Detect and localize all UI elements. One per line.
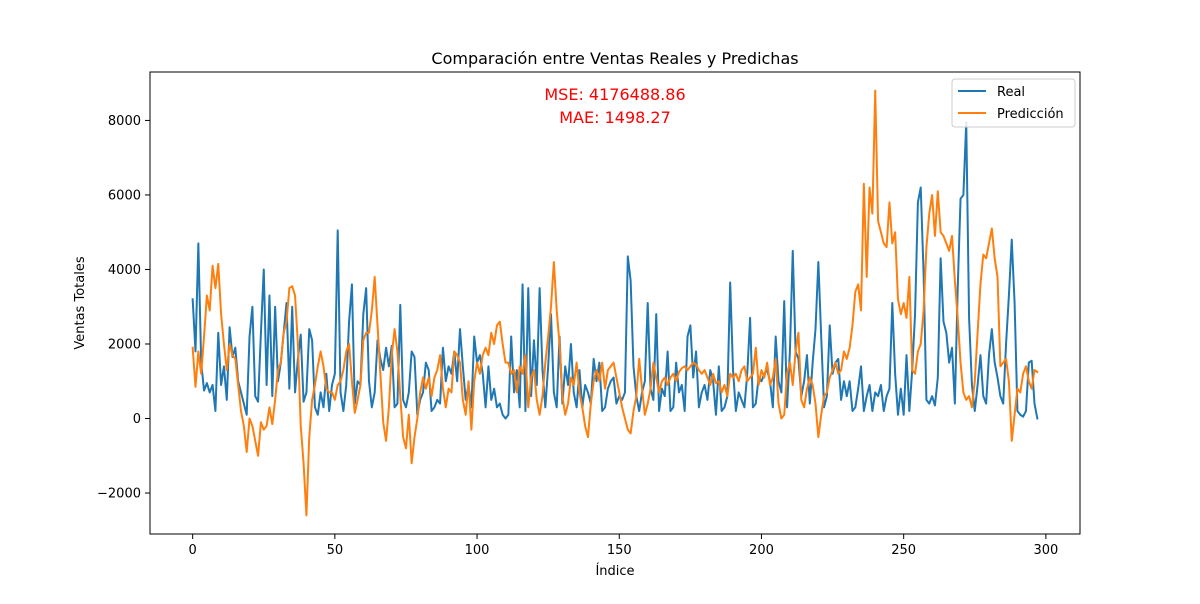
legend-label-prediccion: Predicción: [997, 107, 1064, 122]
x-tick-label: 250: [891, 543, 916, 558]
chart-title: Comparación entre Ventas Reales y Predic…: [431, 49, 798, 68]
x-tick-label: 200: [749, 543, 774, 558]
y-tick-label: 0: [133, 412, 141, 427]
y-tick-label: −2000: [97, 487, 141, 502]
series-layer: [191, 89, 1039, 517]
legend-label-real: Real: [997, 85, 1025, 100]
mae-annotation: MAE: 1498.27: [559, 108, 671, 127]
x-tick-label: 300: [1033, 543, 1058, 558]
mse-annotation: MSE: 4176488.86: [544, 85, 685, 104]
x-tick-label: 50: [327, 543, 344, 558]
series-line-real: [191, 121, 1039, 420]
plot-frame: [149, 71, 1081, 535]
series-line-prediccion: [191, 89, 1039, 517]
x-tick-label: 100: [465, 543, 490, 558]
x-tick-label: 150: [607, 543, 632, 558]
y-tick-label: 6000: [108, 188, 141, 203]
x-axis-ticks: 0 50 100 150 200 250 300: [189, 534, 1058, 558]
y-axis-ticks: −2000 0 2000 4000 6000 8000: [97, 114, 150, 502]
y-tick-label: 8000: [108, 114, 141, 129]
legend: Real Predicción: [951, 78, 1076, 128]
y-tick-label: 4000: [108, 263, 141, 278]
x-axis-label: Índice: [595, 563, 634, 579]
y-axis-label: Ventas Totales: [73, 256, 88, 349]
x-tick-label: 0: [189, 543, 197, 558]
y-tick-label: 2000: [108, 337, 141, 352]
